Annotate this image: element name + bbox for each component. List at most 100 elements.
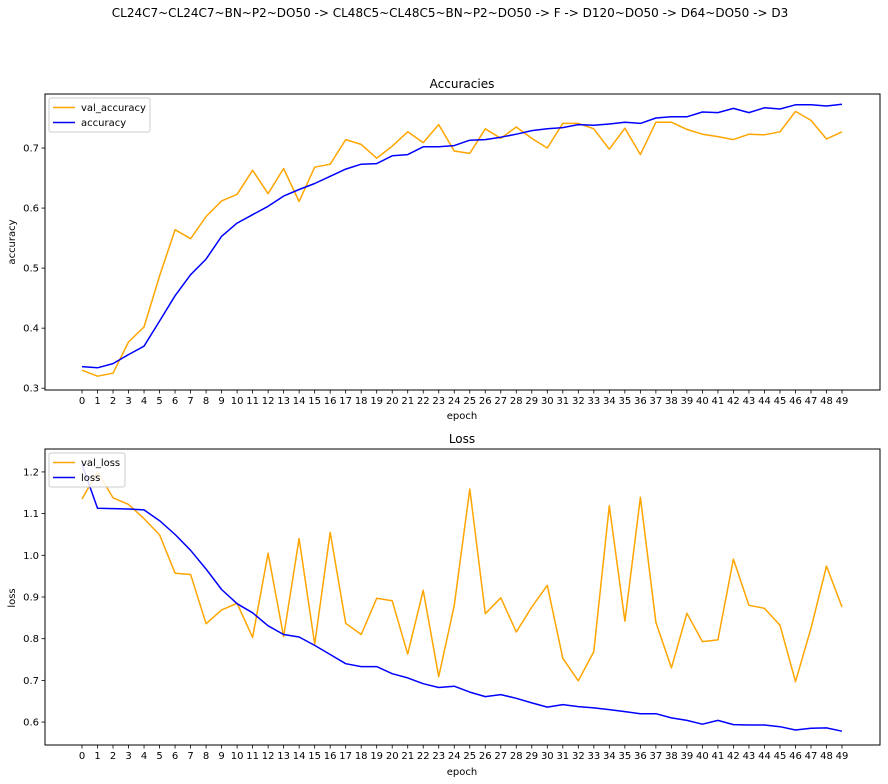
accuracy-x-tick-label: 38 xyxy=(665,396,678,407)
loss-x-tick-label: 21 xyxy=(401,751,414,762)
accuracy-x-tick-label: 8 xyxy=(203,396,209,407)
accuracy-x-tick-label: 25 xyxy=(463,396,476,407)
accuracy-x-tick-label: 0 xyxy=(79,396,85,407)
loss-y-ticks: 0.6 0.7 0.8 0.9 1.0 1.1 1.2 xyxy=(23,467,45,729)
loss-x-tick-label: 49 xyxy=(836,751,849,762)
accuracy-x-tick-label: 47 xyxy=(805,396,818,407)
accuracy-x-tick-label: 26 xyxy=(479,396,492,407)
accuracy-x-tick-label: 10 xyxy=(231,396,244,407)
accuracy-x-tick-label: 35 xyxy=(618,396,631,407)
loss-x-tick-label: 38 xyxy=(665,751,678,762)
loss-line-loss xyxy=(81,464,843,732)
accuracy-x-tick-label: 36 xyxy=(634,396,647,407)
accuracy-x-tick-label: 23 xyxy=(432,396,445,407)
accuracy-x-tick-label: 1 xyxy=(94,396,100,407)
loss-x-tick-label: 8 xyxy=(203,751,209,762)
accuracy-x-tick-label: 12 xyxy=(262,396,275,407)
accuracy-x-tick-label: 6 xyxy=(172,396,178,407)
accuracy-y-tick-label: 0.6 xyxy=(23,204,39,215)
loss-x-tick-label: 45 xyxy=(774,751,787,762)
accuracy-x-tick-label: 20 xyxy=(386,396,399,407)
loss-x-tick-label: 11 xyxy=(246,751,259,762)
accuracy-x-tick-label: 7 xyxy=(187,396,193,407)
accuracy-x-tick-label: 41 xyxy=(712,396,725,407)
accuracy-x-tick-label: 30 xyxy=(541,396,554,407)
accuracy-x-tick-label: 45 xyxy=(774,396,787,407)
loss-x-tick-label: 16 xyxy=(324,751,337,762)
loss-x-tick-label: 24 xyxy=(448,751,461,762)
accuracy-x-tick-label: 3 xyxy=(125,396,131,407)
loss-x-tick-label: 14 xyxy=(293,751,306,762)
loss-x-tick-label: 34 xyxy=(603,751,616,762)
accuracy-x-tick-label: 2 xyxy=(110,396,116,407)
accuracy-x-tick-label: 40 xyxy=(696,396,709,407)
accuracy-x-tick-label: 43 xyxy=(743,396,756,407)
accuracy-x-tick-label: 44 xyxy=(758,396,771,407)
loss-x-tick-label: 33 xyxy=(587,751,600,762)
accuracy-x-tick-label: 5 xyxy=(156,396,162,407)
accuracy-x-tick-label: 11 xyxy=(246,396,259,407)
accuracy-x-tick-label: 32 xyxy=(572,396,585,407)
loss-x-tick-label: 47 xyxy=(805,751,818,762)
loss-plot-area xyxy=(44,448,881,746)
loss-y-tick-label: 1.2 xyxy=(23,467,39,478)
loss-x-tick-label: 26 xyxy=(479,751,492,762)
loss-x-tick-label: 36 xyxy=(634,751,647,762)
loss-y-tick-label: 0.9 xyxy=(23,593,39,604)
accuracy-y-tick-label: 0.5 xyxy=(23,264,39,275)
loss-x-tick-label: 28 xyxy=(510,751,523,762)
accuracy-line-val-accuracy xyxy=(81,110,843,377)
loss-x-tick-label: 37 xyxy=(650,751,663,762)
loss-x-tick-label: 29 xyxy=(525,751,538,762)
loss-x-tick-label: 18 xyxy=(355,751,368,762)
accuracy-x-tick-label: 21 xyxy=(401,396,414,407)
loss-x-tick-label: 39 xyxy=(681,751,694,762)
loss-x-tick-label: 15 xyxy=(308,751,321,762)
loss-x-tick-label: 22 xyxy=(417,751,430,762)
accuracy-y-tick-label: 0.4 xyxy=(23,324,39,335)
loss-x-tick-label: 20 xyxy=(386,751,399,762)
accuracy-y-tick-label: 0.7 xyxy=(23,144,39,155)
loss-x-tick-label: 7 xyxy=(187,751,193,762)
accuracy-series xyxy=(81,103,843,377)
accuracy-x-tick-label: 28 xyxy=(510,396,523,407)
accuracy-x-tick-label: 13 xyxy=(277,396,290,407)
accuracy-y-ticks: 0.3 0.4 0.5 0.6 0.7 xyxy=(23,144,45,395)
loss-legend-box xyxy=(48,452,126,488)
loss-x-tick-label: 17 xyxy=(339,751,352,762)
loss-x-axis-label: epoch xyxy=(447,767,477,778)
accuracy-x-tick-label: 24 xyxy=(448,396,461,407)
accuracy-x-tick-label: 18 xyxy=(355,396,368,407)
accuracy-x-tick-label: 39 xyxy=(681,396,694,407)
loss-legend-label-train: loss xyxy=(81,473,100,484)
accuracy-x-tick-label: 14 xyxy=(293,396,306,407)
loss-x-tick-label: 1 xyxy=(94,751,100,762)
loss-x-tick-label: 32 xyxy=(572,751,585,762)
loss-series xyxy=(81,464,843,732)
loss-x-tick-label: 9 xyxy=(218,751,224,762)
accuracy-x-tick-label: 46 xyxy=(789,396,802,407)
loss-chart: Loss 0 1 2 3 4 5 6 7 8 9 10 11 12 13 14 15 16 17 18 19 20 21 2… xyxy=(7,432,881,778)
loss-x-tick-label: 42 xyxy=(727,751,740,762)
loss-x-tick-label: 0 xyxy=(79,751,85,762)
loss-x-tick-label: 25 xyxy=(463,751,476,762)
loss-x-tick-label: 27 xyxy=(494,751,507,762)
accuracy-legend-label-train: accuracy xyxy=(81,118,126,129)
loss-legend-label-val: val_loss xyxy=(81,458,120,469)
accuracy-x-tick-label: 29 xyxy=(525,396,538,407)
accuracy-x-tick-label: 22 xyxy=(417,396,430,407)
loss-x-tick-label: 10 xyxy=(231,751,244,762)
loss-y-tick-label: 1.0 xyxy=(23,551,39,562)
loss-x-tick-label: 40 xyxy=(696,751,709,762)
accuracy-x-tick-label: 49 xyxy=(836,396,849,407)
accuracy-chart-title: Accuracies xyxy=(430,77,495,91)
loss-x-tick-label: 13 xyxy=(277,751,290,762)
accuracy-x-tick-label: 17 xyxy=(339,396,352,407)
loss-x-tick-label: 6 xyxy=(172,751,178,762)
loss-x-tick-label: 48 xyxy=(820,751,833,762)
accuracy-plot-area xyxy=(44,93,881,391)
accuracy-x-tick-label: 15 xyxy=(308,396,321,407)
accuracy-x-tick-label: 16 xyxy=(324,396,337,407)
loss-x-tick-label: 30 xyxy=(541,751,554,762)
